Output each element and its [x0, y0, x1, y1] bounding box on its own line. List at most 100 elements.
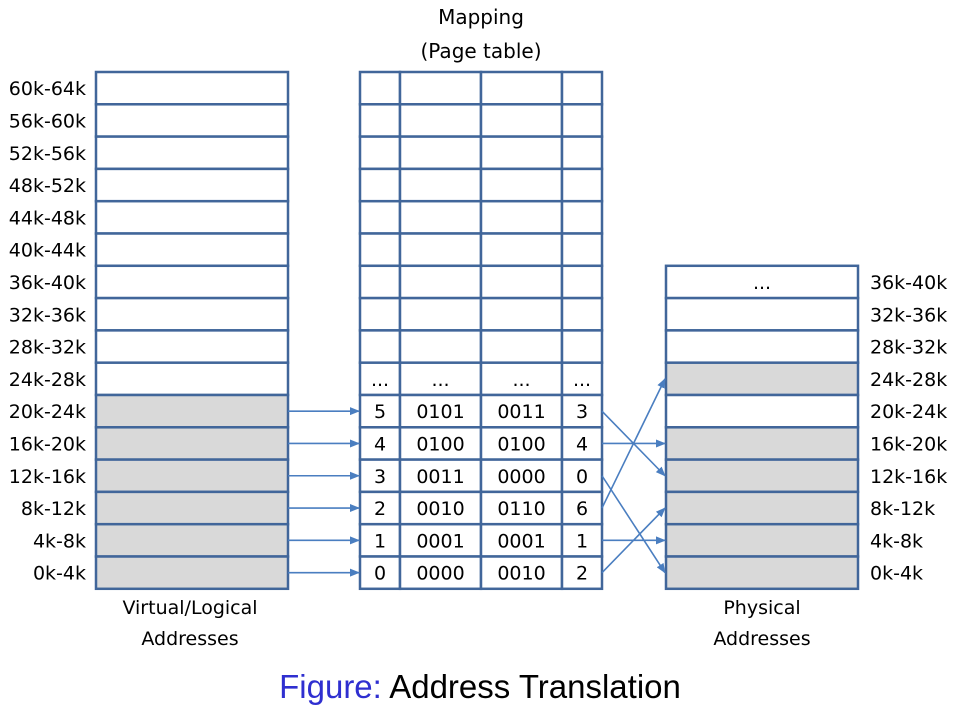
page-table-cell-text: 4 [374, 433, 386, 455]
physical-range-label: 32k-36k [870, 304, 947, 326]
virtual-page-cell [94, 426, 290, 461]
page-table-cell-text: 1 [374, 530, 386, 552]
page-table-cell [560, 199, 604, 235]
page-table-cell [560, 393, 604, 429]
page-table-cell [398, 232, 483, 268]
page-table-cell-text: 3 [374, 466, 386, 488]
virtual-caption-line1: Virtual/Logical [122, 597, 257, 619]
page-table-cell-text: 4 [576, 433, 588, 455]
physical-frame-cell [664, 490, 860, 526]
page-table-cell [398, 264, 483, 300]
physical-range-label: 36k-40k [870, 272, 947, 294]
virtual-page-cell [94, 555, 290, 591]
virtual-page-cell [94, 103, 290, 138]
page-table-cell-text: 0000 [497, 466, 545, 488]
physical-frame-cell [664, 458, 860, 494]
page-table-cell [479, 135, 564, 171]
virtual-page-cell [94, 361, 290, 397]
page-table-cell [479, 296, 564, 332]
page-table-cell [358, 199, 402, 235]
page-table-cell [479, 555, 564, 591]
page-table-cell-text: 1 [576, 530, 588, 552]
page-table-cell-text: 0 [374, 563, 386, 585]
figure-caption-prefix: Figure: [279, 668, 382, 705]
page-table-cell-text: 0101 [416, 401, 464, 423]
figure-caption: Figure: Address Translation [0, 668, 960, 706]
physical-frame-cell [664, 329, 860, 364]
table-to-physical-arrow [601, 507, 666, 574]
page-table-cell-text: 0001 [416, 530, 464, 552]
physical-range-label: 20k-24k [870, 401, 947, 423]
page-table-cell-text: 5 [374, 401, 386, 423]
page-table-cell [479, 199, 564, 235]
page-table-cell [560, 555, 604, 591]
virtual-range-label: 40k-44k [9, 240, 86, 262]
page-table-cell-text: 0010 [497, 563, 545, 585]
page-table-cell [560, 329, 604, 364]
page-table-cell [398, 103, 483, 138]
mapping-title-line1: Mapping [438, 5, 524, 29]
page-table-cell-text: 6 [576, 498, 588, 520]
physical-frame-cell [664, 555, 860, 591]
physical-range-label: 4k-8k [870, 530, 923, 552]
virtual-page-cell [94, 522, 290, 558]
virtual-range-label: 48k-52k [9, 175, 86, 197]
page-table-cell-text: ... [512, 369, 530, 391]
page-table-cell-text: 2 [576, 563, 588, 585]
page-table-cell [358, 232, 402, 268]
virtual-page-cell [94, 490, 290, 526]
virtual-range-label: 20k-24k [9, 401, 86, 423]
page-table-cell [358, 135, 402, 171]
virtual-address-column: 60k-64k 56k-60k 52k-56k 48k-52k 44k-48k 40k-4… [9, 70, 290, 591]
page-table-cell [479, 232, 564, 268]
virtual-page-cell [94, 70, 290, 106]
physical-range-label: 24k-28k [870, 369, 947, 391]
virtual-page-cell [94, 264, 290, 300]
page-table-cell [479, 70, 564, 106]
page-table-cell-text: 3 [576, 401, 588, 423]
virtual-range-label: 32k-36k [9, 304, 86, 326]
page-table-cell-text: 0100 [416, 433, 464, 455]
page-table-cell-text: ... [573, 369, 591, 391]
page-table-cell [560, 264, 604, 300]
page-table-cell [398, 135, 483, 171]
page-table-cell [560, 361, 604, 397]
page-table-cell-text: 0 [576, 466, 588, 488]
physical-range-label: 16k-20k [870, 433, 947, 455]
page-table-cell-text: 0100 [497, 433, 545, 455]
virtual-range-label: 44k-48k [9, 207, 86, 229]
virtual-range-label: 52k-56k [9, 143, 86, 165]
virtual-range-label: 0k-4k [33, 563, 86, 585]
virtual-page-cell [94, 329, 290, 364]
physical-range-label: 28k-32k [870, 337, 947, 359]
page-table-cell-text: 0110 [497, 498, 545, 520]
physical-range-label: 12k-16k [870, 466, 947, 488]
page-table-cell [479, 329, 564, 364]
page-table-cell [358, 264, 402, 300]
physical-address-column: 36k-40k... 32k-36k 28k-32k 24k-28k 20k-24k 16… [664, 264, 947, 591]
page-table: ......... ...5 0101 0011 34 0100 0100 43 0011 000… [358, 70, 604, 591]
page-table-cell [398, 426, 483, 461]
figure-caption-text: Address Translation [389, 668, 681, 705]
mapping-title-line2: (Page table) [420, 39, 541, 63]
physical-frame-cell [664, 361, 860, 397]
virtual-range-label: 12k-16k [9, 466, 86, 488]
page-table-cell-text: 0010 [416, 498, 464, 520]
page-table-cell [358, 296, 402, 332]
virtual-range-label: 24k-28k [9, 369, 86, 391]
physical-frame-cell [664, 522, 860, 558]
page-table-cell [358, 70, 402, 106]
mapping-arrows [288, 377, 666, 577]
virtual-page-cell [94, 458, 290, 494]
page-table-cell [358, 167, 402, 203]
page-table-cell-text: ... [371, 369, 389, 391]
virtual-range-label: 16k-20k [9, 433, 86, 455]
page-table-cell [479, 264, 564, 300]
physical-frame-cell [664, 426, 860, 461]
page-table-cell [560, 490, 604, 526]
page-table-cell [398, 70, 483, 106]
page-table-cell [479, 490, 564, 526]
physical-range-label: 0k-4k [870, 563, 923, 585]
page-table-cell-text: 0000 [416, 563, 464, 585]
